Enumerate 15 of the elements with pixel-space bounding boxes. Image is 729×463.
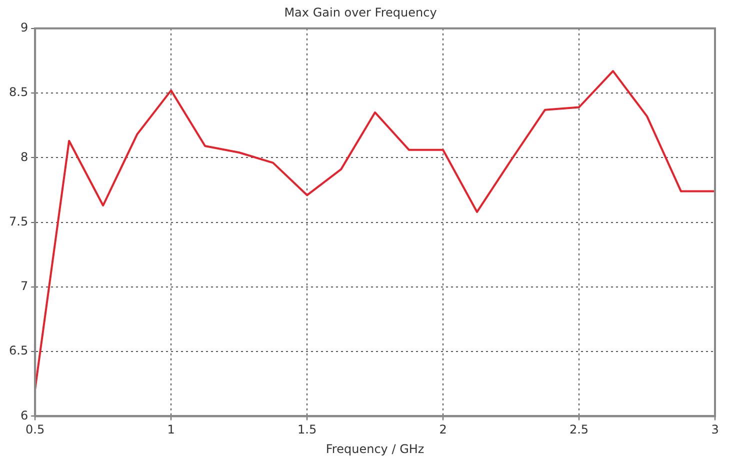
chart-title: Max Gain over Frequency xyxy=(284,5,437,20)
y-tick-label: 6 xyxy=(20,408,28,422)
y-tick-label: 9 xyxy=(20,20,28,35)
x-tick-label: 1.5 xyxy=(298,422,317,437)
y-tick-label: 8 xyxy=(20,150,28,164)
x-tick-label: 1 xyxy=(167,422,175,437)
y-tick-label: 7 xyxy=(20,279,28,294)
y-tick-label: 8.5 xyxy=(8,85,28,100)
x-tick-label: 2 xyxy=(439,422,447,437)
y-tick-label: 7.5 xyxy=(8,214,28,228)
x-tick-label: 2.5 xyxy=(569,422,589,437)
x-tick-label: 0.5 xyxy=(26,422,45,437)
x-tick-label: 3 xyxy=(711,422,719,437)
x-axis-title: Frequency / GHz xyxy=(326,442,424,456)
y-tick-label: 6.5 xyxy=(8,344,28,358)
